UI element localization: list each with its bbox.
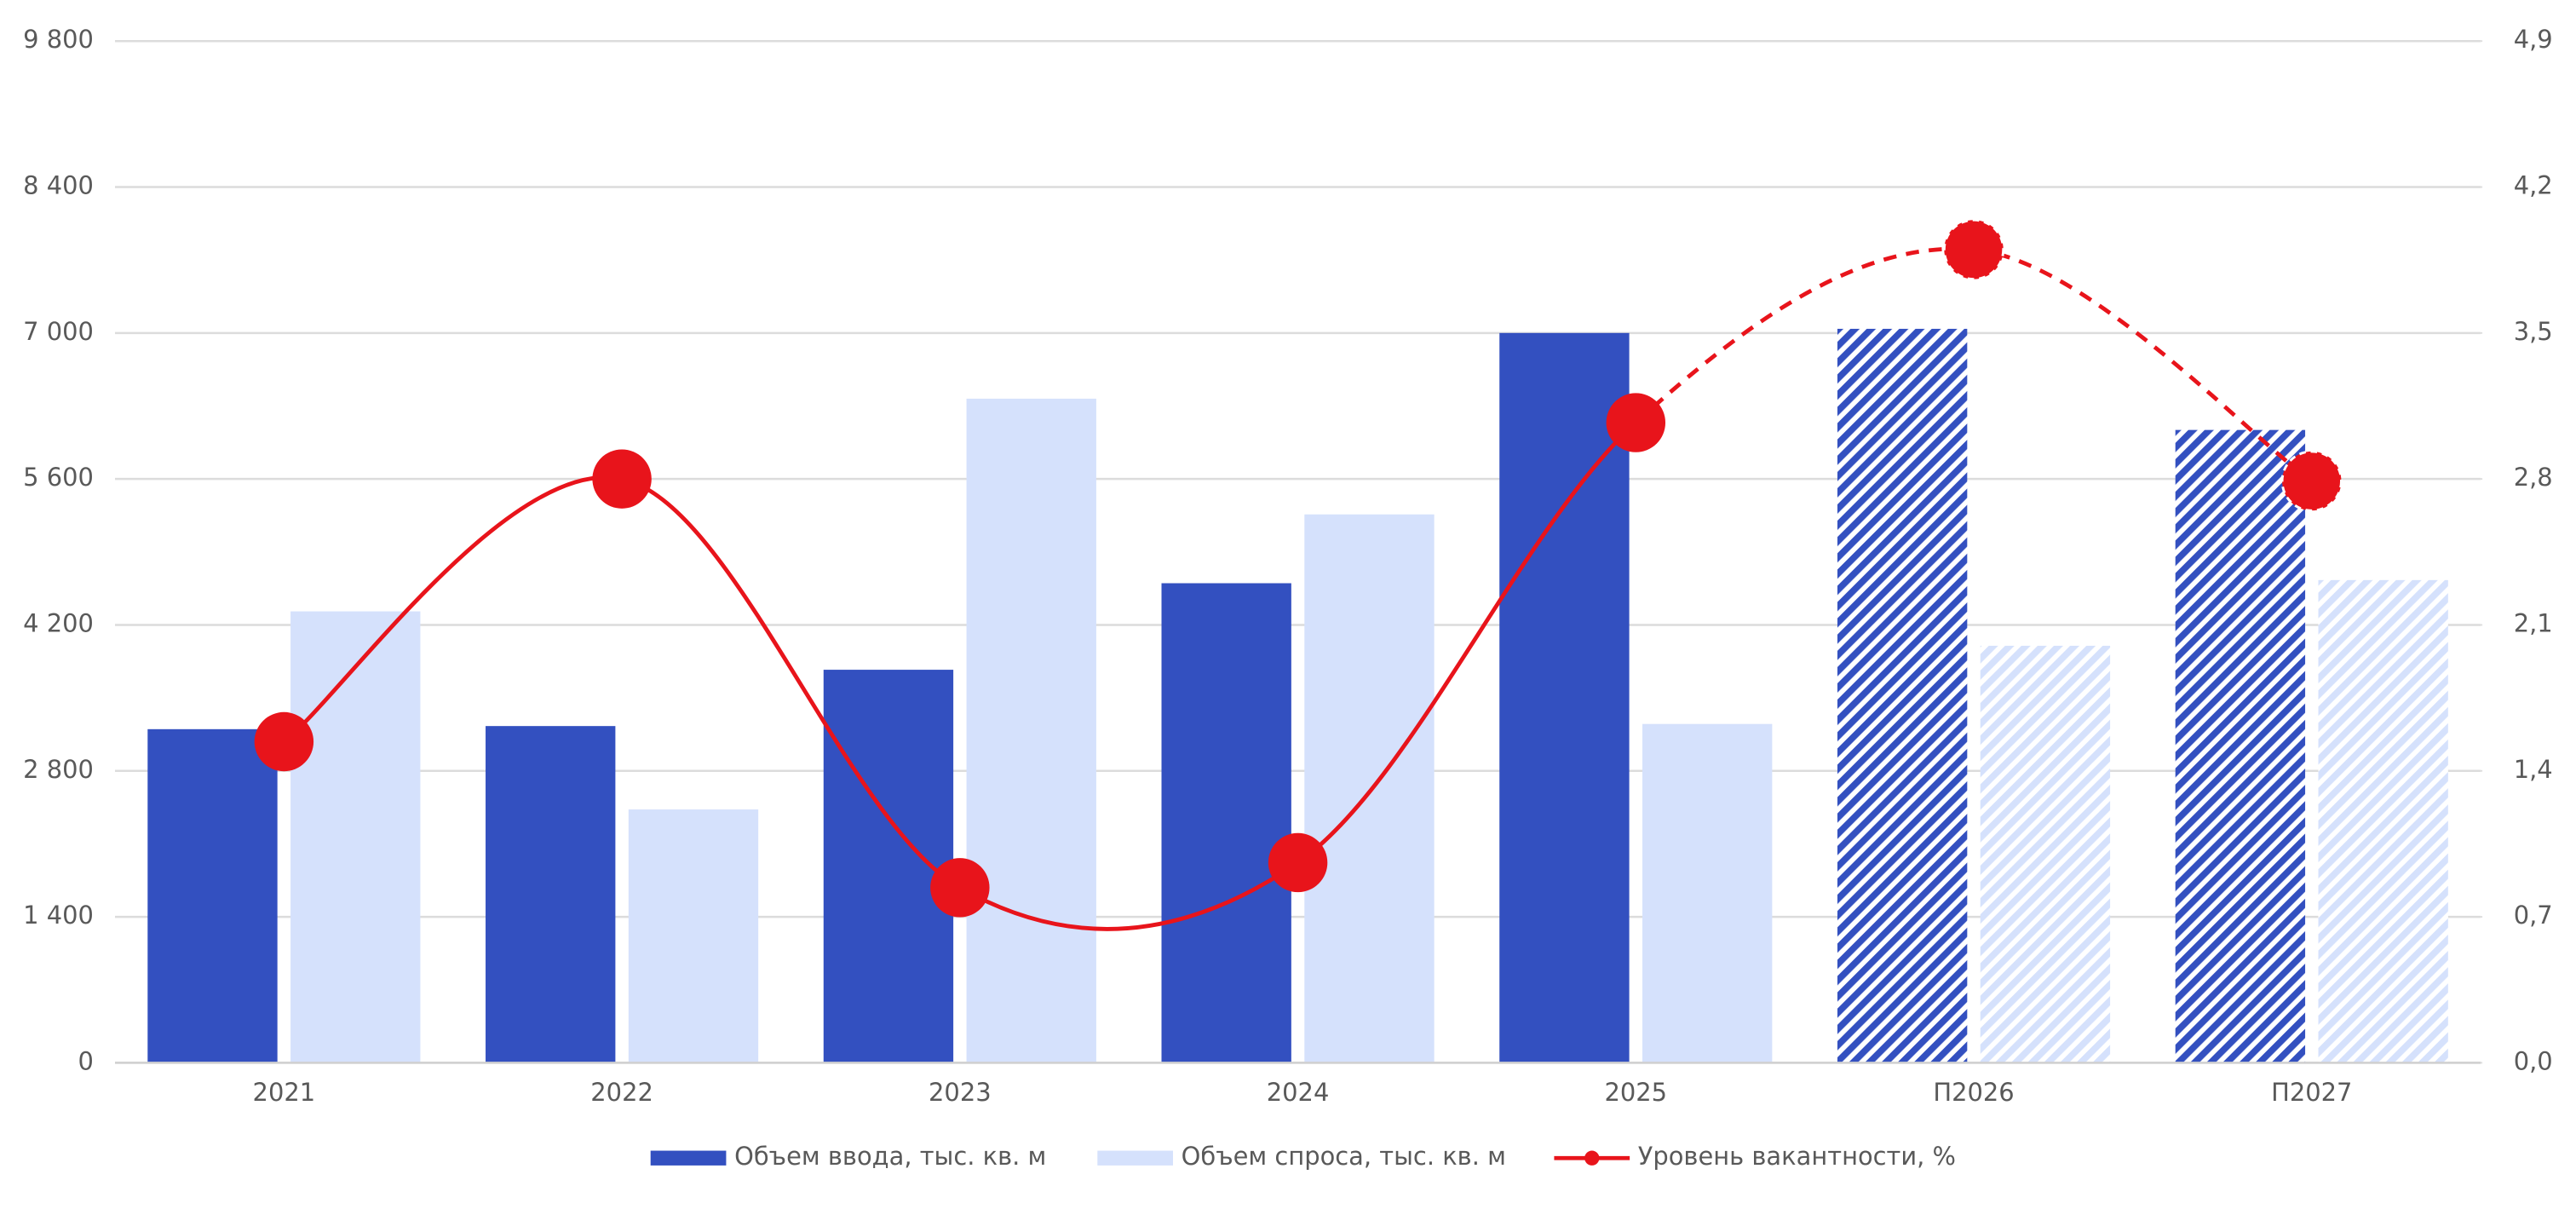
bar: [1642, 723, 1773, 1063]
x-tick-label: 2021: [253, 1078, 316, 1107]
legend-swatch: [650, 1150, 727, 1166]
vacancy-marker: [254, 711, 314, 772]
y-tick-label: 5 600: [23, 463, 94, 492]
y-tick-label: 9 800: [23, 25, 94, 54]
y2-tick-label: 3,5: [2514, 317, 2553, 346]
y-tick-label: 4 200: [23, 608, 94, 637]
x-tick-label: 2025: [1605, 1078, 1668, 1107]
y-tick-label: 2 800: [23, 755, 94, 784]
y2-tick-label: 1,4: [2514, 755, 2553, 784]
bar: [2318, 579, 2448, 1063]
vacancy-marker: [2280, 450, 2343, 512]
legend-label: Уровень вакантности, %: [1638, 1142, 1956, 1171]
y-tick-label: 1 400: [23, 901, 94, 930]
x-tick-label: 2024: [1267, 1078, 1330, 1107]
bar: [147, 728, 278, 1063]
x-tick-label: 2022: [590, 1078, 653, 1107]
vacancy-marker: [592, 449, 652, 509]
bar: [486, 726, 616, 1063]
vacancy-line: [1634, 246, 2314, 483]
legend-swatch: [1097, 1150, 1173, 1166]
bar: [628, 809, 759, 1063]
bar: [1837, 328, 1968, 1063]
vacancy-marker: [1606, 393, 1666, 452]
y2-tick-label: 2,1: [2514, 608, 2553, 637]
y2-tick-label: 4,9: [2514, 25, 2553, 54]
vacancy-marker: [1268, 832, 1328, 893]
bar: [1161, 583, 1291, 1063]
y-tick-label: 0: [78, 1046, 94, 1075]
y2-tick-label: 0,0: [2514, 1046, 2553, 1075]
y2-tick-label: 0,7: [2514, 901, 2553, 930]
y2-tick-label: 4,2: [2514, 171, 2553, 200]
legend-label: Объем ввода, тыс. кв. м: [734, 1142, 1046, 1171]
bar: [1499, 332, 1630, 1063]
y-tick-label: 8 400: [23, 171, 94, 200]
bar: [966, 398, 1096, 1063]
vacancy-marker: [1942, 218, 2005, 281]
x-tick-label: 2023: [929, 1078, 992, 1107]
bar: [290, 611, 421, 1063]
bar: [2175, 429, 2306, 1063]
y-tick-label: 7 000: [23, 317, 94, 346]
x-tick-label: П2026: [1933, 1078, 2014, 1107]
legend-label: Объем спроса, тыс. кв. м: [1182, 1142, 1506, 1171]
y2-tick-label: 2,8: [2514, 463, 2553, 492]
x-tick-label: П2027: [2271, 1078, 2352, 1107]
bar: [1304, 514, 1435, 1063]
bar: [1980, 645, 2111, 1063]
vacancy-marker: [930, 858, 990, 918]
legend-swatch: [1584, 1150, 1600, 1166]
